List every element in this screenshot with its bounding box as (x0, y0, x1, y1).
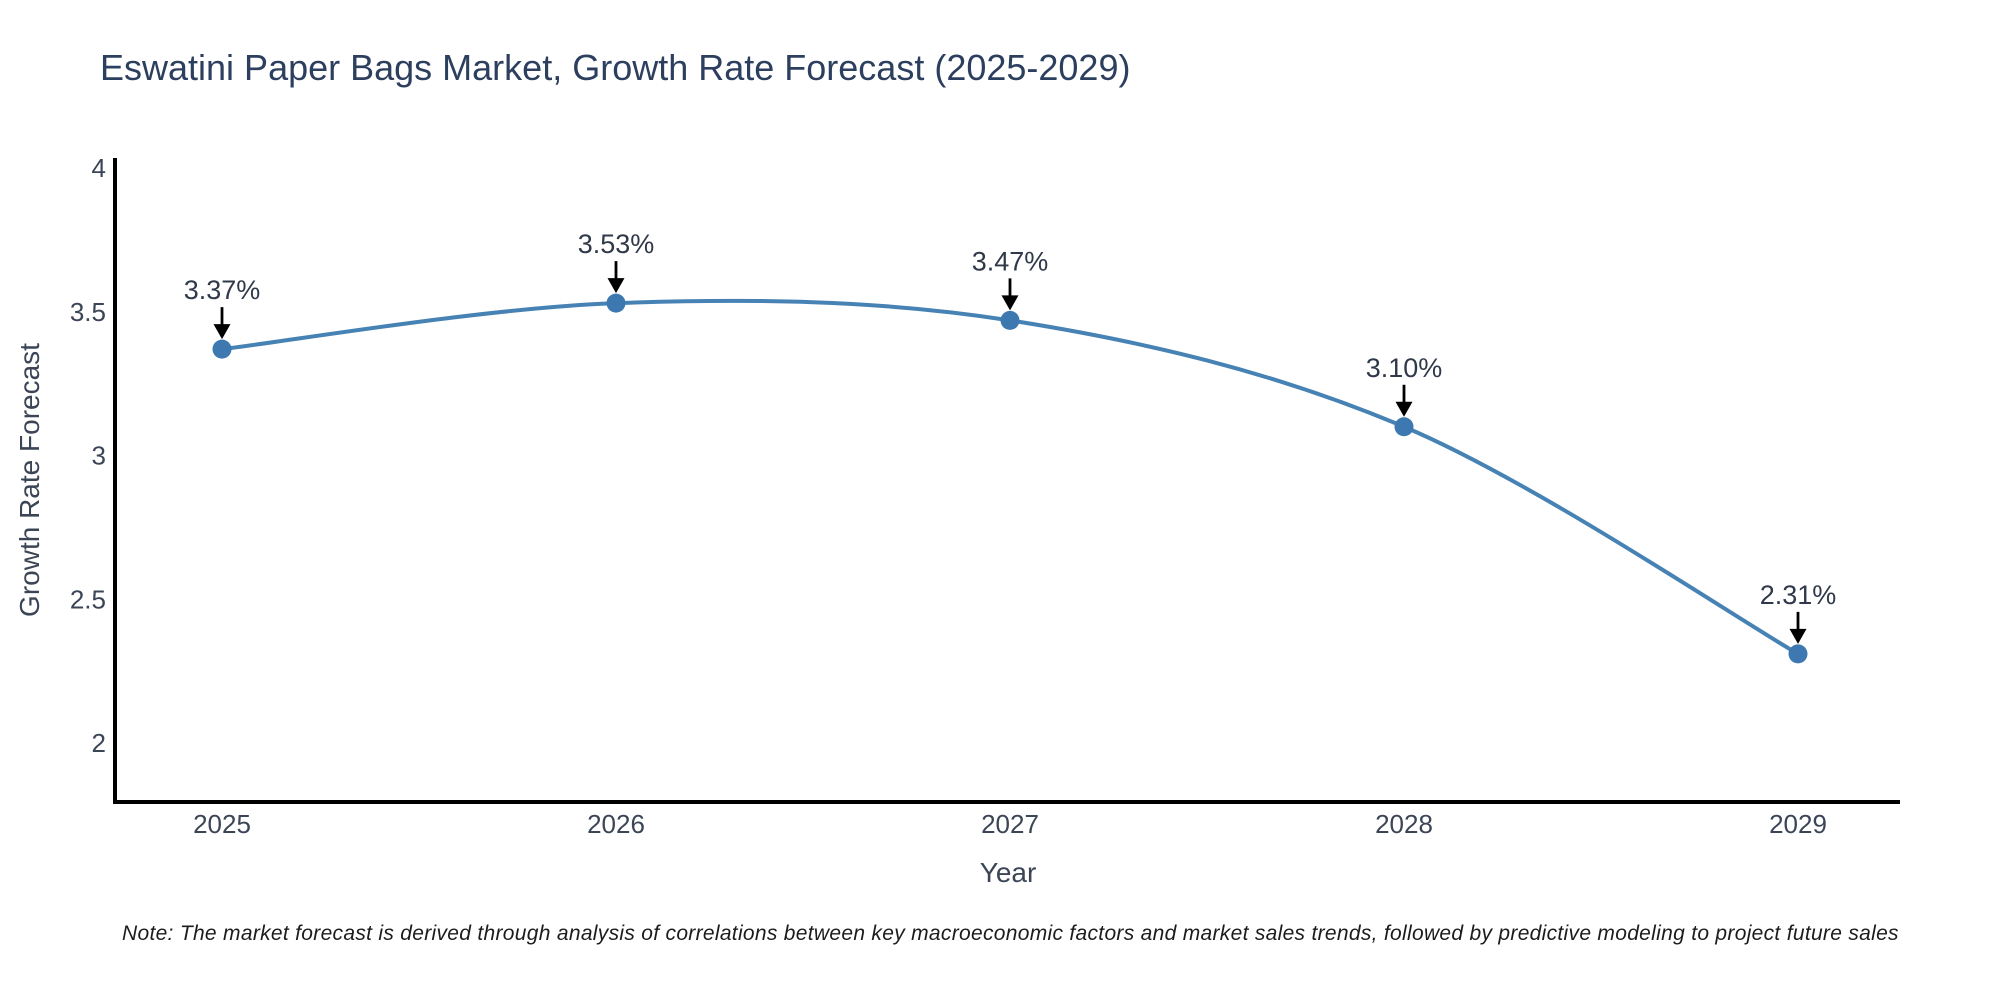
y-tick-label: 2 (92, 728, 106, 758)
data-point-2027 (1000, 310, 1020, 330)
annotation-arrowhead (1789, 628, 1807, 644)
annotation-arrowhead (1395, 401, 1413, 417)
axis-spines (113, 158, 1900, 804)
point-value-label: 3.37% (184, 275, 261, 305)
x-axis-title: Year (979, 857, 1037, 888)
x-tick-label: 2027 (981, 809, 1039, 839)
data-point-2026 (606, 293, 626, 313)
series-line (220, 298, 1800, 656)
data-point-2028 (1394, 417, 1414, 437)
y-tick-label: 4 (92, 153, 106, 183)
data-point-2025 (212, 339, 232, 359)
x-tick-label: 2029 (1769, 809, 1827, 839)
annotation-arrowhead (607, 278, 625, 294)
point-value-label: 3.53% (578, 229, 655, 259)
y-tick-label: 3 (92, 441, 106, 471)
point-value-label: 3.10% (1366, 353, 1443, 383)
chart-title: Eswatini Paper Bags Market, Growth Rate … (100, 47, 1131, 88)
annotation-arrowhead (213, 324, 231, 340)
point-value-label: 2.31% (1760, 580, 1837, 610)
y-tick-label: 3.5 (70, 297, 106, 327)
x-tick-label: 2026 (587, 809, 645, 839)
x-tick-label: 2025 (193, 809, 251, 839)
footnote: Note: The market forecast is derived thr… (122, 922, 1899, 945)
annotation-arrowhead (1001, 295, 1019, 311)
point-value-label: 3.47% (972, 246, 1049, 276)
data-point-2029 (1788, 644, 1808, 664)
x-tick-label: 2028 (1375, 809, 1433, 839)
y-tick-label: 2.5 (70, 584, 106, 614)
